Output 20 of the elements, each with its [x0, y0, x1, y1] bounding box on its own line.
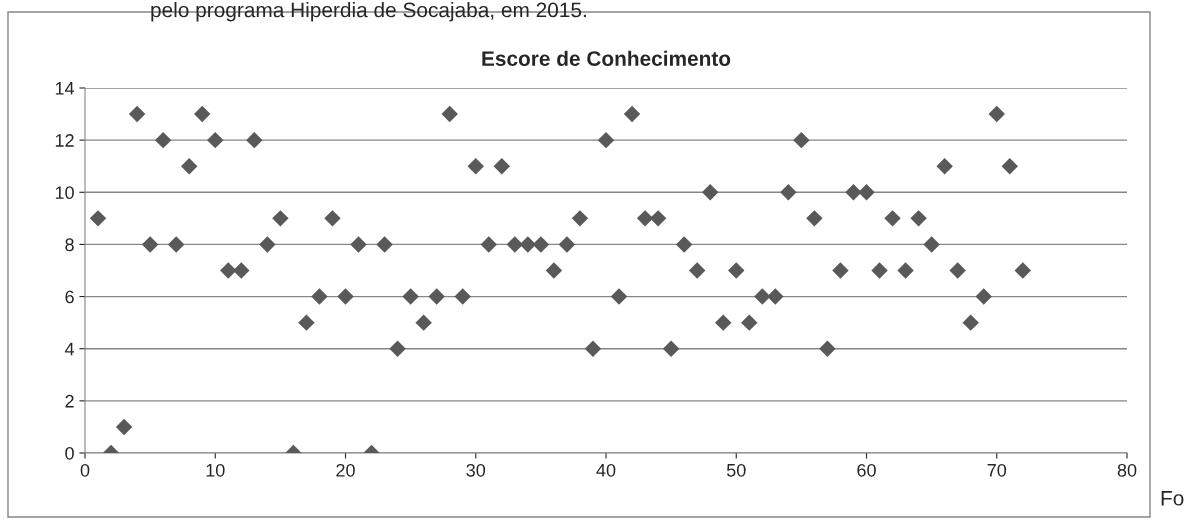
text: Fo [1161, 491, 1184, 506]
y-tick-label: 4 [64, 342, 75, 356]
x-tick-label: 70 [987, 463, 1007, 477]
y-tick-label: 12 [55, 134, 74, 147]
chart-title: Escore de Conhecimento [482, 50, 731, 66]
y-tick-label: 2 [65, 394, 74, 408]
x-tick-label: 0 [80, 463, 90, 477]
x-tick-label: 60 [857, 463, 876, 477]
x-tick-label: 50 [726, 463, 746, 477]
y-tick-label: 14 [55, 82, 75, 95]
x-tick-label: 30 [466, 463, 486, 477]
y-tick-label: 8 [65, 238, 74, 252]
text: pelo programa Hiperdia de Socajaba, em 2015. [151, 2, 586, 22]
y-tick-label: 10 [55, 186, 74, 200]
x-tick-label: 20 [336, 463, 355, 477]
y-tick-label: 0 [65, 446, 74, 460]
x-tick-label: 80 [1117, 463, 1137, 477]
y-tick-label: 6 [65, 290, 74, 304]
x-tick-label: 10 [206, 463, 225, 477]
x-tick-label: 40 [596, 463, 616, 477]
